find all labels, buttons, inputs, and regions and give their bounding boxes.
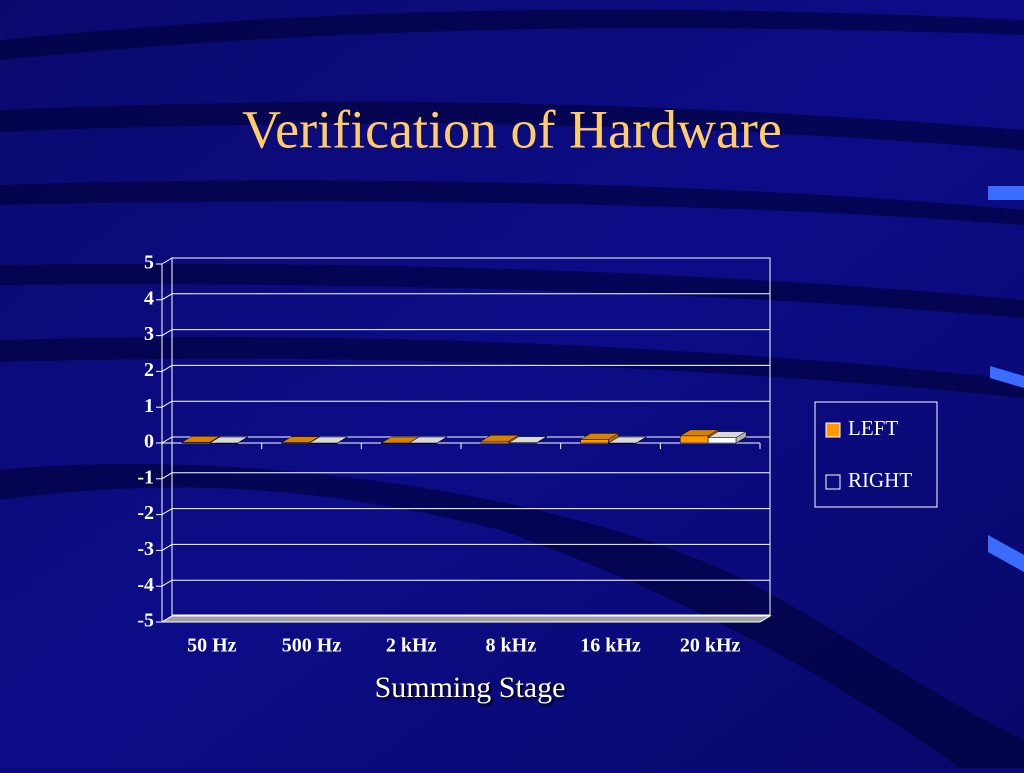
y-tick-label: 2 <box>144 359 154 381</box>
y-tick-label: 1 <box>144 395 154 417</box>
chart-title: Verification of Hardware <box>242 99 782 159</box>
bar-front <box>480 440 510 444</box>
bar-side <box>735 431 747 444</box>
grid-line <box>161 293 770 301</box>
bar-side <box>337 436 348 444</box>
x-tick-label: 8 kHz <box>486 635 537 657</box>
bar <box>707 431 747 444</box>
y-tick-label: 3 <box>144 323 154 345</box>
grid-line <box>161 615 770 623</box>
x-tick-label: 2 kHz <box>386 635 437 657</box>
x-tick-label: 16 kHz <box>580 635 641 657</box>
grid-line <box>161 579 770 587</box>
y-tick-label: -2 <box>137 502 154 524</box>
grid-line <box>161 329 770 337</box>
legend-box <box>814 401 938 508</box>
bar-side <box>636 436 647 444</box>
x-tick-label: 20 kHz <box>680 635 741 657</box>
grid-line <box>161 257 770 265</box>
bar-front <box>580 439 609 444</box>
grid-line <box>161 364 770 372</box>
grid-line <box>161 400 770 408</box>
grid-line <box>161 436 770 444</box>
background-swooshes <box>0 9 1024 768</box>
bar-side <box>536 436 547 444</box>
plot-floor <box>160 615 772 623</box>
bar <box>308 436 349 444</box>
legend-swatch <box>825 474 841 490</box>
y-tick-label: -4 <box>137 574 154 596</box>
y-tick-label: -3 <box>137 538 154 560</box>
bar <box>607 436 648 444</box>
bar <box>408 436 448 444</box>
x-tick-label: 50 Hz <box>187 635 237 657</box>
grid-line <box>161 508 770 516</box>
y-tick-label: 4 <box>144 287 154 309</box>
grid-line <box>161 543 770 551</box>
x-tick-label: 500 Hz <box>282 635 342 657</box>
legend-swatch <box>825 422 841 438</box>
bar-front <box>680 435 709 444</box>
side-tabs <box>988 186 1024 572</box>
bar <box>507 436 548 444</box>
y-tick-label: -1 <box>137 466 154 488</box>
y-tick-label: 0 <box>144 431 154 453</box>
bar-side <box>237 436 248 444</box>
y-tick-label: 5 <box>144 252 154 274</box>
bar-front <box>707 437 737 444</box>
bar <box>208 436 249 444</box>
y-tick-label: -5 <box>137 610 154 632</box>
legend-label: LEFT <box>848 416 898 440</box>
legend-label: RIGHT <box>848 468 912 492</box>
bar <box>579 432 620 444</box>
bar-side <box>436 436 448 444</box>
grid-line <box>161 472 770 480</box>
x-axis-title: Summing Stage <box>375 671 566 704</box>
